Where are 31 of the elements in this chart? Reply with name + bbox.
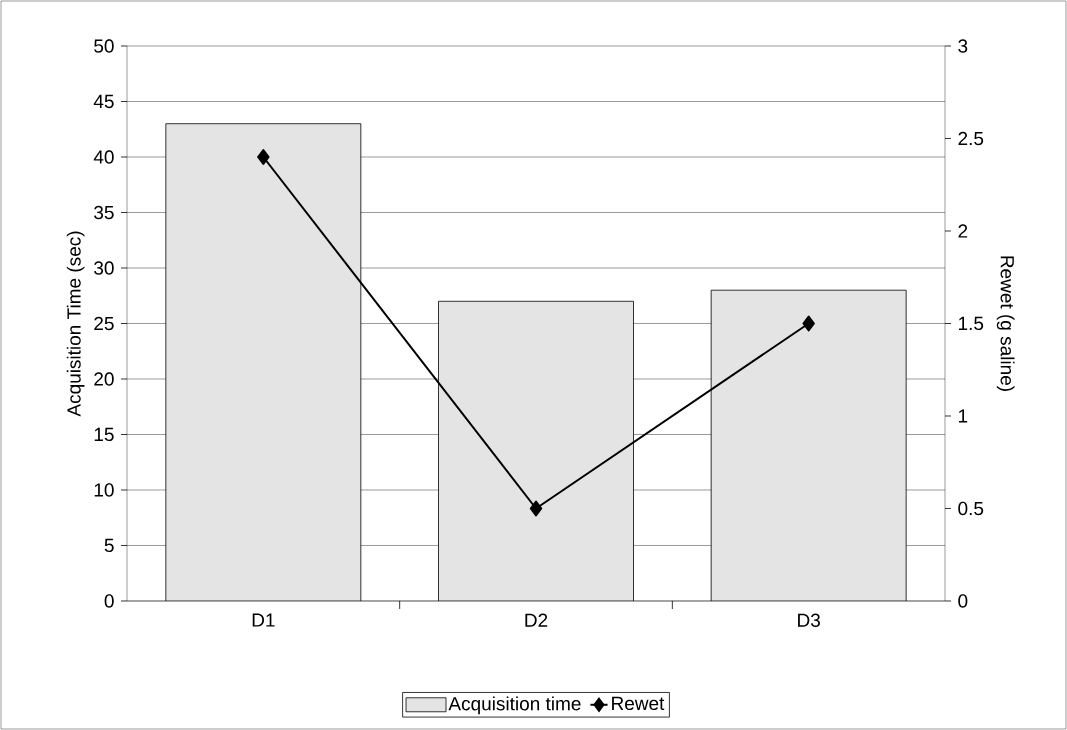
y2-axis-title: Rewet (g saline) — [996, 256, 1015, 391]
point — [257, 148, 270, 165]
y2-tick-label: 3 — [958, 39, 968, 53]
bar — [165, 123, 362, 601]
y2-tick-label: 2.5 — [958, 131, 984, 146]
y-tick-label: 40 — [93, 150, 114, 164]
y-tick-label: 10 — [94, 483, 114, 497]
y-tick-label: 50 — [94, 39, 114, 53]
legend-label: Rewet — [612, 696, 665, 711]
y-tick-label: 0 — [104, 594, 114, 608]
y-axis-title: Acquisition Time (sec) — [66, 231, 85, 417]
legend-label: Acquisition time — [448, 696, 581, 715]
x-tick-label: D3 — [798, 613, 820, 627]
bar — [438, 300, 634, 601]
y-tick-label: 25 — [94, 316, 114, 331]
y2-tick-label: 0.5 — [958, 501, 984, 516]
y-tick-label: 20 — [94, 372, 114, 386]
y2-tick-label: 1 — [958, 409, 968, 423]
bar — [710, 289, 907, 601]
y2-tick-label: 0 — [958, 594, 968, 608]
point — [529, 500, 543, 517]
point — [802, 315, 815, 332]
y-tick-label: 45 — [93, 94, 114, 109]
y2-tick-label: 1.5 — [958, 316, 984, 331]
y-tick-label: 30 — [94, 261, 114, 275]
x-tick-label: D1 — [252, 613, 275, 627]
y-tick-label: 35 — [94, 205, 114, 220]
y-tick-label: 15 — [94, 427, 114, 442]
y2-tick-label: 2 — [958, 224, 968, 238]
y-tick-label: 5 — [104, 538, 114, 553]
x-tick-label: D2 — [525, 613, 548, 627]
